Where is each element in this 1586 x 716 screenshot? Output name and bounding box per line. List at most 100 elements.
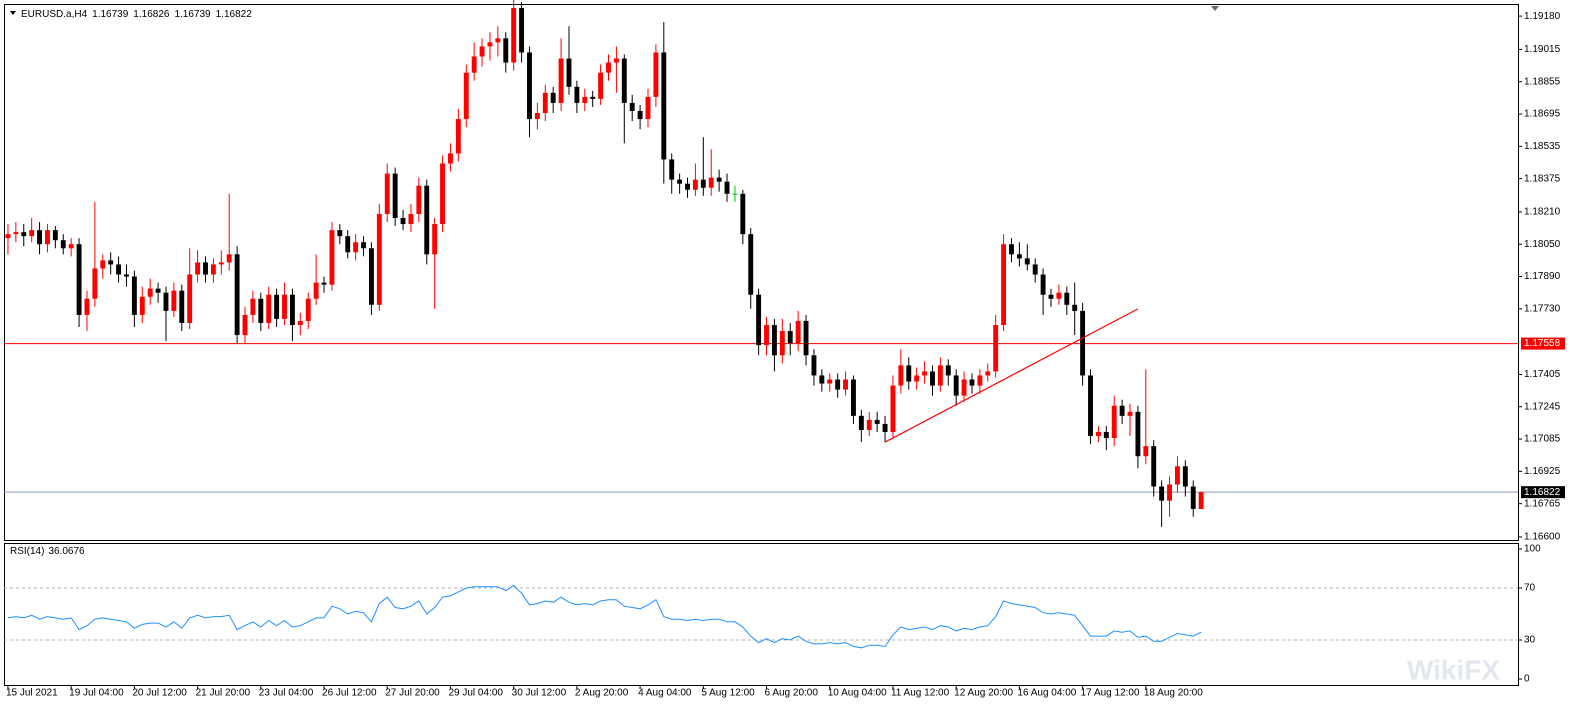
indicator-name: RSI(14) (10, 546, 44, 557)
candle-body (274, 294, 280, 319)
candle-body (843, 379, 848, 390)
candle-body (187, 274, 193, 323)
y-tick-label: 1.18375 (1524, 173, 1561, 184)
candle-body (289, 294, 295, 325)
candle-body (621, 58, 627, 103)
candle-body (613, 58, 619, 63)
candle-body (566, 58, 572, 87)
candle-body (542, 92, 548, 114)
header-price: 1.16739 (174, 9, 211, 20)
candle-body (171, 290, 177, 311)
candle-body (495, 38, 501, 43)
candle-body (740, 193, 746, 235)
y-tick-label: 1.17245 (1524, 401, 1561, 412)
candle-body (724, 181, 730, 194)
candle-body (218, 262, 224, 265)
y-tick-label: 1.16765 (1524, 498, 1561, 509)
candle-body (60, 240, 66, 249)
candle-body (258, 298, 264, 323)
candle-body (756, 294, 762, 346)
rsi-tick-label: 30 (1524, 635, 1536, 646)
candle-body (661, 52, 667, 160)
y-tick-label: 1.17730 (1524, 303, 1561, 314)
rsi-tick-label: 100 (1524, 544, 1541, 555)
rsi-tick-label: 70 (1524, 583, 1536, 594)
candle-body (361, 242, 366, 249)
candle-body (1167, 484, 1172, 501)
candle-body (1080, 310, 1086, 376)
candle-body (448, 153, 453, 164)
candle-body (1159, 486, 1165, 501)
candle-body (890, 385, 896, 432)
indicator-header: RSI(14) 36.0676 (10, 546, 85, 557)
trendline (884, 308, 1139, 443)
candle-body (376, 213, 382, 305)
candle-body (1048, 294, 1054, 299)
candle-body (108, 260, 114, 265)
candle-body (321, 282, 327, 285)
candle-body (503, 38, 509, 63)
candle-body (858, 415, 864, 430)
candle-body (368, 248, 374, 305)
candle-body (424, 185, 430, 255)
chart-header: EURUSD.a,H4 1.16739 1.16826 1.16739 1.16822 (21, 9, 252, 20)
candle-body (92, 268, 98, 299)
price-level-label: 1.16822 (1524, 487, 1561, 498)
candle-body (779, 331, 785, 356)
candle-body (795, 320, 801, 344)
candle-body (203, 262, 208, 275)
candle-body (550, 92, 556, 103)
candle-body (1119, 405, 1125, 416)
candle-body (582, 96, 588, 103)
candle-body (1198, 492, 1204, 509)
x-tick-label: 21 Jul 20:00 (196, 688, 251, 699)
x-tick-label: 18 Aug 20:00 (1144, 688, 1203, 699)
candle-body (5, 234, 11, 239)
y-tick-label: 1.18855 (1524, 76, 1561, 87)
candle-body (961, 379, 967, 396)
plot-layer: 1.19180 1.19015 1.18855 1.18695 1.18535 1.183… (4, 0, 1565, 699)
y-tick-label: 1.18050 (1524, 239, 1561, 250)
candle-body (455, 119, 461, 154)
candle-body (606, 62, 611, 73)
x-tick-label: 29 Jul 04:00 (448, 688, 503, 699)
candle-body (408, 213, 414, 225)
candle-body (637, 110, 643, 120)
x-tick-label: 12 Aug 20:00 (954, 688, 1013, 699)
candle-body (37, 230, 43, 245)
candle-body (313, 282, 319, 299)
candle-body (471, 56, 477, 73)
x-tick-label: 23 Jul 04:00 (259, 688, 314, 699)
y-tick-label: 1.17890 (1524, 271, 1561, 282)
candle-body (677, 179, 683, 184)
x-tick-label: 26 Jul 12:00 (322, 688, 377, 699)
candle-body (700, 179, 706, 188)
candle-body (653, 52, 659, 97)
candle-body (519, 8, 525, 53)
candle-body (874, 419, 880, 424)
candle-body (266, 294, 272, 323)
x-tick-label: 17 Aug 12:00 (1081, 688, 1140, 699)
x-tick-label: 6 Aug 20:00 (765, 688, 819, 699)
candle-body (534, 113, 540, 120)
header-price: 1.16826 (133, 9, 170, 20)
candle-body (1024, 258, 1030, 265)
candle-body (1127, 411, 1133, 416)
candle-body (29, 230, 35, 237)
candle-body (985, 371, 991, 376)
candle-body (1032, 264, 1038, 275)
candle-body (1072, 304, 1078, 311)
candle-body (242, 314, 248, 336)
x-tick-label: 2 Aug 20:00 (575, 688, 629, 699)
candle-body (297, 320, 303, 325)
indicator-value: 36.0676 (48, 546, 85, 557)
candle-body (210, 264, 216, 275)
candle-body (432, 224, 438, 255)
x-tick-label: 5 Aug 12:00 (701, 688, 755, 699)
candle-body (100, 260, 106, 269)
y-tick-label: 1.18695 (1524, 109, 1561, 120)
header-price: 1.16739 (92, 9, 129, 20)
candle-body (282, 294, 287, 319)
